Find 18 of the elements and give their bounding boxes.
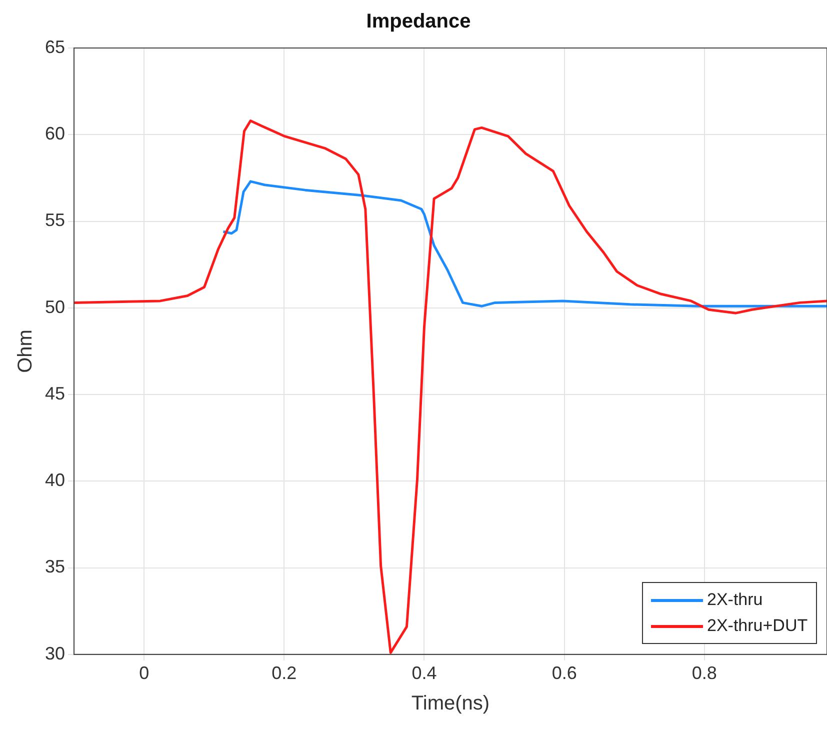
y-tick-label: 50 bbox=[44, 296, 66, 317]
y-tick-label: 45 bbox=[44, 383, 66, 404]
x-axis-title: Time(ns) bbox=[411, 692, 490, 715]
x-tick-label: 0.4 bbox=[412, 663, 437, 684]
y-tick-label: 65 bbox=[44, 36, 66, 57]
chart-title: Impedance bbox=[366, 10, 471, 33]
x-tick-label: 0.8 bbox=[692, 663, 717, 684]
x-tick-label: 0.6 bbox=[552, 663, 577, 684]
legend-label: 2X-thru+DUT bbox=[707, 615, 808, 638]
x-tick-label: 0.2 bbox=[272, 663, 297, 684]
legend-label: 2X-thru bbox=[707, 589, 763, 612]
y-tick-label: 55 bbox=[44, 210, 66, 230]
x-tick-label: 0 bbox=[139, 663, 150, 684]
y-tick-label: 35 bbox=[44, 556, 66, 577]
y-tick-label: 60 bbox=[44, 124, 66, 144]
y-tick-label: 30 bbox=[44, 643, 66, 664]
y-tick-label: 40 bbox=[44, 470, 66, 490]
y-axis-title: Ohm bbox=[14, 330, 37, 373]
